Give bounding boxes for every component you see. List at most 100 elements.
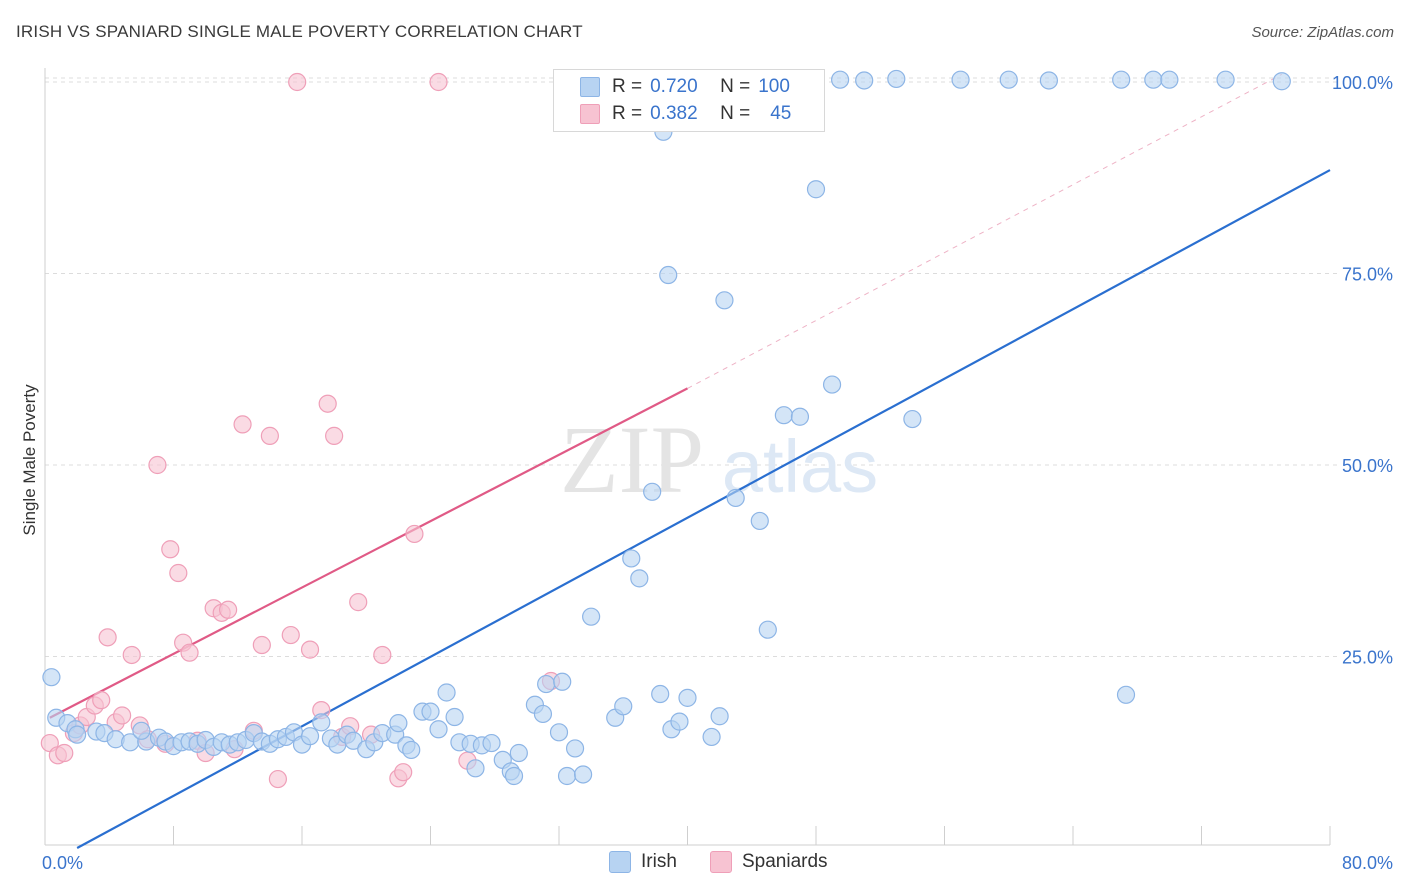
data-point-irish (622, 549, 641, 568)
data-point-irish (344, 731, 363, 750)
data-point-irish (573, 765, 593, 784)
y-tick-label: 25.0% (1342, 648, 1393, 668)
data-point-irish (582, 607, 601, 626)
data-point-irish (726, 488, 745, 508)
data-point-irish (504, 766, 524, 786)
data-point-spaniards (429, 72, 448, 92)
irish-swatch (580, 77, 600, 97)
data-point-irish (509, 743, 528, 763)
data-point-spaniards (373, 645, 392, 665)
data-point-irish (822, 375, 842, 394)
irish-r-value: 0.720 (650, 76, 698, 97)
data-point-spaniards (252, 635, 271, 655)
y-tick-label: 50.0% (1342, 456, 1393, 476)
data-point-irish (630, 569, 649, 588)
spaniards-n-label: N = (720, 103, 751, 124)
data-point-spaniards (281, 625, 300, 645)
data-point-irish (659, 265, 678, 285)
x-tick-label: 80.0% (1342, 853, 1393, 873)
data-point-spaniards (180, 643, 199, 662)
data-point-irish (1144, 70, 1163, 89)
data-point-irish (855, 71, 874, 90)
legend-item-irish[interactable]: Irish (609, 851, 677, 873)
data-point-spaniards (405, 524, 424, 544)
x-tick-label: 0.0% (42, 853, 83, 873)
data-point-irish (312, 713, 331, 732)
legend-item-spaniards[interactable]: Spaniards (710, 851, 828, 873)
legend-swatch-spaniards (710, 851, 732, 873)
data-point-irish (750, 511, 769, 531)
chart-title: IRISH VS SPANIARD SINGLE MALE POVERTY CO… (16, 22, 583, 41)
data-point-spaniards (112, 706, 132, 725)
data-point-irish (402, 740, 421, 760)
data-point-irish (549, 723, 569, 742)
data-point-spaniards (148, 455, 167, 475)
source-credit: Source: ZipAtlas.com (1251, 24, 1394, 41)
stats-row-irish: R = 0.720 N = 100 (554, 74, 790, 100)
data-point-irish (1039, 71, 1059, 90)
data-point-irish (1216, 70, 1235, 89)
data-point-irish (790, 407, 810, 426)
data-point-irish (429, 720, 448, 739)
data-point-spaniards (92, 691, 111, 710)
data-point-irish (68, 725, 87, 744)
data-point-irish (421, 702, 440, 721)
data-point-irish (774, 406, 793, 425)
data-point-irish (537, 674, 556, 694)
data-point-irish (887, 69, 906, 89)
data-point-irish (533, 704, 553, 724)
watermark: ZIP atlas (560, 406, 878, 513)
data-point-irish (466, 759, 485, 778)
data-point-spaniards (268, 769, 288, 789)
data-point-spaniards (233, 415, 252, 434)
irish-n-label: N = (720, 76, 751, 97)
y-tick-label: 75.0% (1342, 265, 1393, 285)
data-point-irish (437, 683, 456, 702)
data-point-irish (1272, 72, 1291, 91)
data-point-irish (1116, 685, 1136, 704)
data-points (40, 69, 1291, 789)
stats-box: R = 0.720 N = 100 R = 0.382 N = 45 (553, 69, 825, 132)
data-point-spaniards (349, 593, 368, 612)
watermark-atlas: atlas (722, 425, 878, 508)
legend-label-irish: Irish (641, 851, 677, 872)
data-point-spaniards (161, 540, 180, 559)
data-point-irish (553, 672, 572, 691)
data-point-irish (643, 482, 662, 501)
data-point-spaniards (288, 72, 307, 92)
data-point-irish (999, 70, 1018, 89)
data-point-irish (678, 688, 697, 707)
spaniards-r-label: R = (612, 103, 643, 124)
data-point-irish (1112, 70, 1131, 89)
data-point-irish (903, 409, 922, 429)
y-axis-label: Single Male Poverty (20, 384, 39, 536)
data-point-spaniards (394, 763, 413, 782)
spaniards-r-value: 0.382 (650, 103, 698, 124)
data-point-spaniards (122, 645, 141, 665)
stats-row-spaniards: R = 0.382 N = 45 (554, 101, 791, 127)
legend-swatch-irish (609, 851, 631, 873)
data-point-irish (482, 733, 501, 753)
trend-line-spaniards (49, 387, 689, 719)
irish-r-label: R = (612, 76, 643, 97)
spaniards-n-value: 45 (770, 103, 792, 124)
y-tick-label: 100.0% (1332, 73, 1393, 93)
data-point-spaniards (318, 394, 337, 413)
data-point-irish (557, 766, 577, 786)
watermark-zip: ZIP (560, 406, 704, 513)
data-point-irish (445, 707, 464, 727)
data-point-irish (132, 721, 151, 740)
data-point-spaniards (98, 628, 117, 647)
spaniards-swatch (580, 104, 600, 124)
data-point-irish (670, 712, 689, 731)
legend-label-spaniards: Spaniards (742, 851, 828, 872)
data-point-spaniards (169, 563, 188, 583)
data-point-spaniards (219, 600, 238, 619)
data-point-irish (806, 180, 826, 199)
data-point-spaniards (300, 640, 320, 659)
data-point-irish (300, 727, 320, 746)
data-point-irish (1160, 70, 1179, 89)
trend-extension-spaniards (687, 73, 1283, 389)
tick-labels: 25.0% 50.0% 75.0% 100.0% 0.0% 80.0% (42, 73, 1393, 873)
data-point-spaniards (325, 426, 344, 445)
